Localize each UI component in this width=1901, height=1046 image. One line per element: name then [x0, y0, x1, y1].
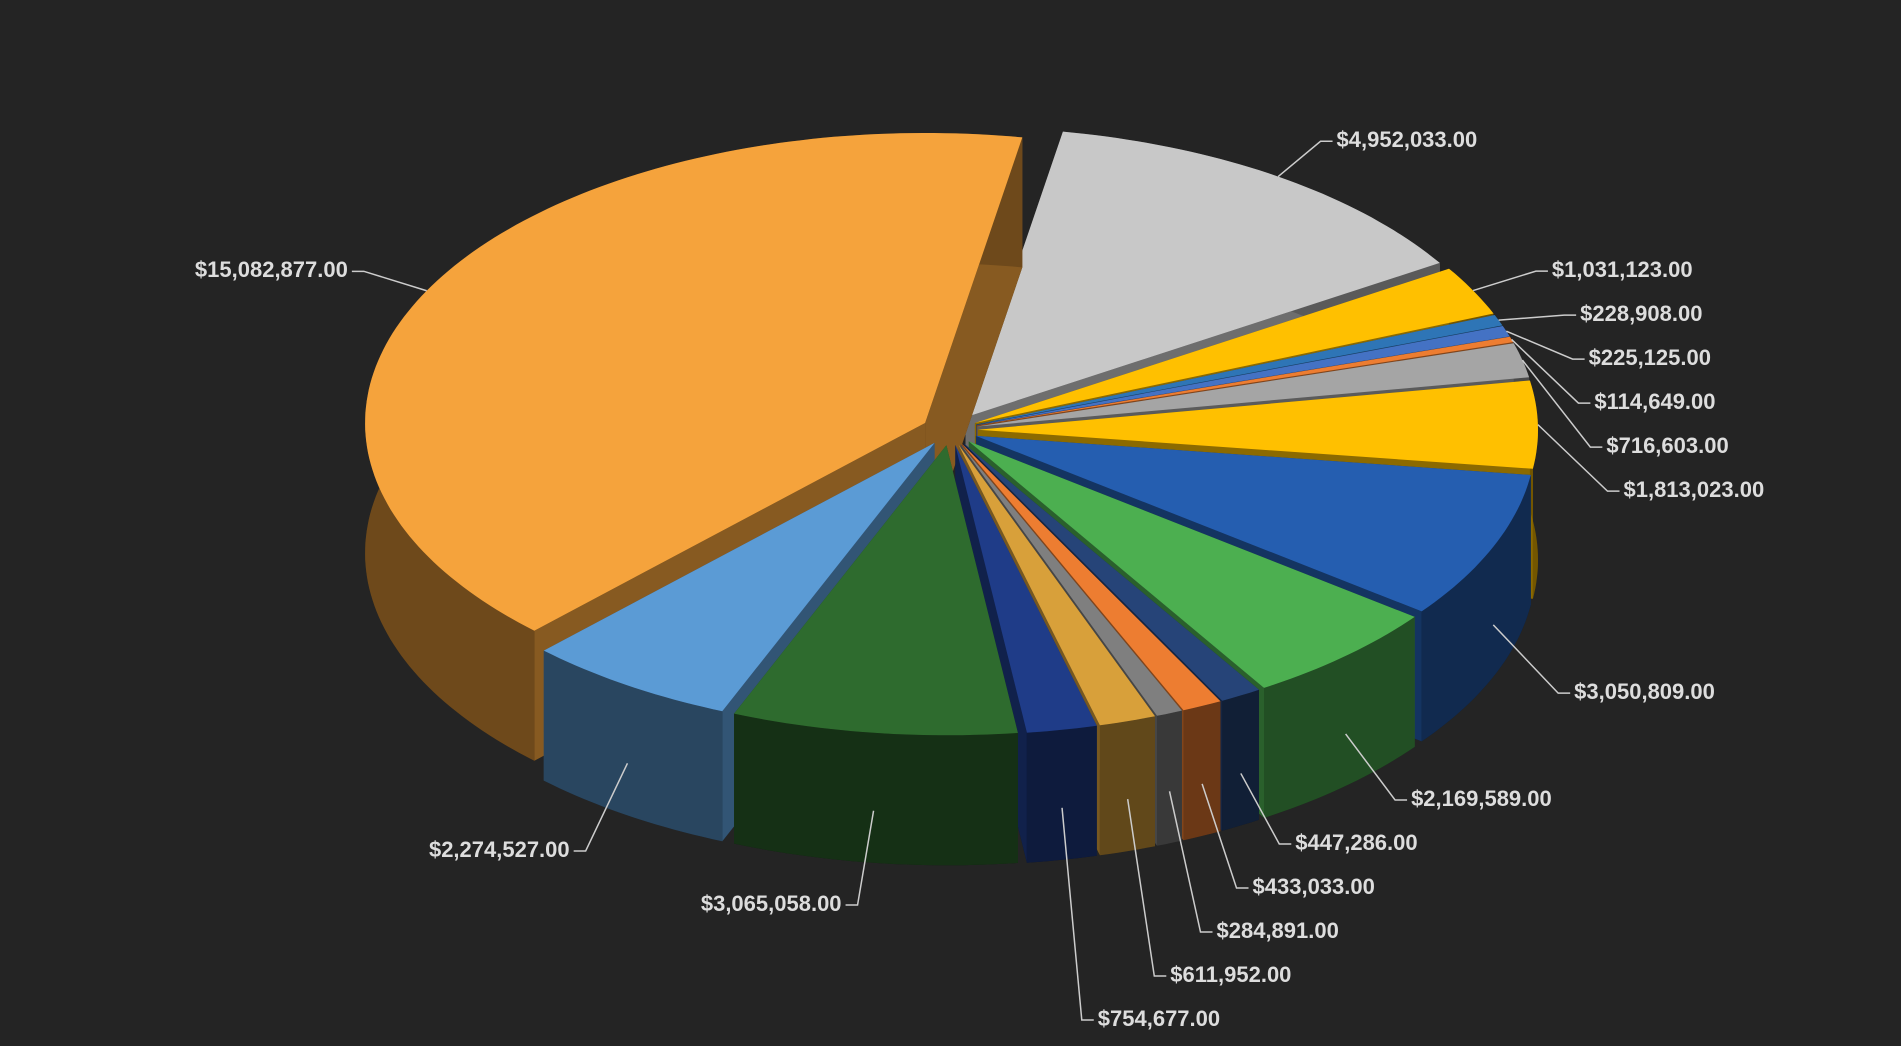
slice-side [1183, 701, 1221, 841]
slice-top [734, 445, 1018, 736]
leader-line [1472, 270, 1548, 292]
leader-line [1521, 359, 1603, 448]
data-label: $2,274,527.00 [429, 837, 570, 862]
slice-top [963, 443, 1259, 701]
slice-top [976, 326, 1510, 425]
slice-top [977, 343, 1530, 427]
data-label: $611,952.00 [1170, 962, 1291, 987]
slice-top [975, 435, 1531, 612]
leader-line [1511, 338, 1591, 404]
slice-side [1099, 716, 1155, 856]
slice-top [978, 380, 1538, 469]
data-label: $225,125.00 [1589, 345, 1711, 370]
slice-top [543, 442, 935, 712]
data-label: $1,813,023.00 [1623, 477, 1764, 502]
slice-top [974, 268, 1494, 423]
slice-top [365, 133, 1023, 631]
slice-side [1026, 725, 1097, 863]
leader-line [1345, 733, 1408, 801]
data-label: $3,065,058.00 [701, 891, 842, 916]
leader-line [1126, 799, 1167, 977]
slice [734, 445, 1018, 866]
leader-line [573, 763, 629, 852]
slice-top [962, 443, 1221, 711]
slice-top [965, 131, 1440, 418]
data-label: $4,952,033.00 [1337, 127, 1478, 152]
slice-side [1421, 475, 1531, 742]
data-label: $433,033.00 [1253, 874, 1375, 899]
leader-line [1498, 314, 1577, 321]
data-label: $716,603.00 [1606, 433, 1728, 458]
slice-side [1264, 616, 1415, 818]
slice-side [543, 650, 723, 842]
data-label: $284,891.00 [1217, 918, 1339, 943]
data-label: $1,031,123.00 [1552, 257, 1693, 282]
data-label: $447,286.00 [1295, 830, 1417, 855]
slice-top [958, 444, 1155, 726]
data-label: $754,677.00 [1098, 1006, 1220, 1031]
slice-top [968, 441, 1415, 688]
leader-line [1506, 330, 1585, 360]
leader-line [845, 810, 875, 906]
leader-line [351, 270, 427, 292]
data-label: $114,649.00 [1594, 389, 1715, 414]
slice-top [955, 445, 1097, 733]
data-label: $228,908.00 [1580, 301, 1702, 326]
slice-top [976, 315, 1503, 425]
data-label: $15,082,877.00 [195, 257, 348, 282]
leader-line [1061, 807, 1094, 1021]
leader-line [1201, 783, 1249, 889]
leader-line [1537, 424, 1620, 492]
leader-line [1277, 140, 1333, 178]
leader-line [1240, 773, 1292, 845]
leader-line [1492, 624, 1571, 694]
slice-side [1157, 710, 1182, 846]
data-label: $2,169,589.00 [1411, 786, 1552, 811]
slice-side [734, 713, 1018, 866]
data-label: $3,050,809.00 [1574, 679, 1715, 704]
leader-line [1168, 791, 1213, 933]
slice-side [1222, 689, 1259, 831]
slice-top [960, 444, 1182, 716]
slice-top [976, 336, 1514, 426]
